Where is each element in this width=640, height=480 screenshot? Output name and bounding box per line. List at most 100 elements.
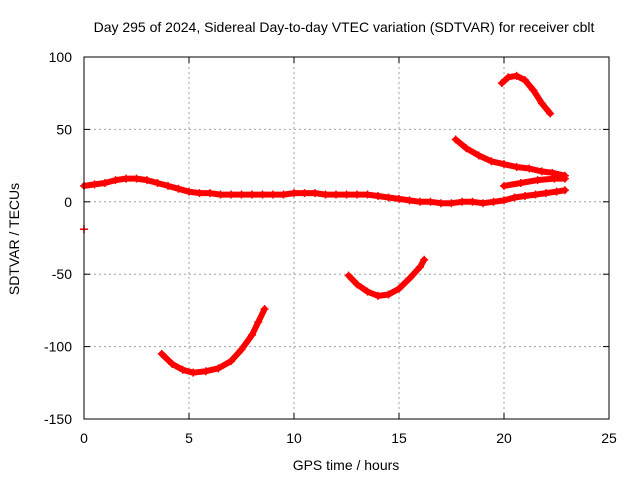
- data-point: [512, 163, 521, 172]
- data-point: [111, 176, 120, 185]
- x-tick-label: 20: [496, 430, 512, 446]
- series-main-band: [80, 174, 569, 208]
- y-axis-label: SDTVAR / TECUs: [6, 183, 22, 295]
- data-point: [363, 190, 372, 199]
- data-point: [227, 357, 235, 366]
- data-point: [416, 262, 424, 271]
- data-point: [462, 144, 471, 153]
- data-point: [279, 190, 288, 199]
- grid-layer: [84, 57, 609, 419]
- data-point: [451, 135, 460, 144]
- data-point: [254, 317, 263, 326]
- data-point: [290, 189, 298, 198]
- y-tick-label: 100: [49, 49, 73, 65]
- tick-layer: 0 5 10 15 20 25 -150 -100 -50 0 50 100: [44, 49, 617, 446]
- data-point: [560, 174, 569, 183]
- data-point: [332, 190, 340, 199]
- data-point: [321, 190, 330, 199]
- data-point: [101, 178, 109, 187]
- data-point: [537, 167, 546, 176]
- data-layer: [80, 71, 569, 377]
- data-point: [353, 190, 361, 199]
- data-point: [216, 190, 225, 199]
- chart-title: Day 295 of 2024, Sidereal Day-to-day VTE…: [94, 19, 595, 35]
- series-arc-low: [157, 304, 269, 377]
- data-point: [537, 99, 546, 108]
- data-point: [201, 367, 210, 376]
- data-point: [363, 287, 372, 296]
- x-tick-label: 0: [80, 430, 88, 446]
- data-point: [344, 271, 353, 280]
- series-crossing-segment: [500, 174, 569, 190]
- data-point: [237, 190, 246, 199]
- data-point: [168, 359, 177, 368]
- data-point: [164, 181, 172, 190]
- data-point: [374, 291, 382, 300]
- data-point: [420, 255, 429, 264]
- data-point: [185, 187, 193, 196]
- data-point: [214, 364, 223, 373]
- data-point: [248, 331, 256, 340]
- data-point: [342, 190, 351, 199]
- data-point: [405, 196, 414, 205]
- data-point: [195, 189, 204, 198]
- data-point: [504, 73, 513, 82]
- data-point: [516, 178, 525, 187]
- data-point: [521, 76, 529, 85]
- x-tick-label: 15: [391, 430, 407, 446]
- data-point: [458, 197, 466, 206]
- data-point: [533, 176, 542, 185]
- y-tick-label: -100: [44, 339, 72, 355]
- data-point: [437, 199, 445, 208]
- data-point: [269, 190, 277, 199]
- data-point: [560, 186, 569, 195]
- data-point: [500, 160, 508, 169]
- y-tick-label: 0: [64, 194, 72, 210]
- data-point: [206, 189, 214, 198]
- x-tick-label: 10: [286, 430, 302, 446]
- data-point: [525, 164, 534, 173]
- series-arc-mid: [344, 255, 429, 300]
- data-point: [510, 193, 519, 202]
- plot-frame: [83, 56, 610, 420]
- data-point: [474, 151, 483, 160]
- data-point: [546, 109, 555, 118]
- data-point: [237, 345, 246, 354]
- data-point: [531, 190, 540, 199]
- data-point: [122, 174, 130, 183]
- series-trace: [452, 136, 568, 179]
- data-point: [405, 274, 414, 283]
- data-point: [260, 304, 269, 313]
- data-point: [153, 178, 162, 187]
- data-point: [542, 189, 550, 198]
- data-point: [447, 199, 456, 208]
- data-point: [529, 86, 538, 95]
- data-point: [497, 79, 506, 88]
- x-tick-label: 5: [185, 430, 193, 446]
- series-upper-band: [451, 135, 569, 180]
- data-point: [384, 193, 393, 202]
- data-point: [521, 192, 529, 201]
- data-point: [174, 184, 183, 193]
- data-point: [90, 180, 99, 189]
- data-point: [500, 181, 508, 190]
- x-tick-label: 25: [601, 430, 617, 446]
- data-point: [552, 187, 561, 196]
- data-point: [227, 190, 235, 199]
- data-point: [132, 174, 141, 183]
- data-point: [512, 71, 521, 80]
- y-tick-label: -50: [52, 266, 72, 282]
- data-point: [548, 168, 557, 177]
- data-point: [374, 192, 382, 201]
- data-point: [157, 349, 166, 358]
- data-point: [395, 194, 403, 203]
- data-point: [550, 174, 559, 183]
- data-point: [487, 157, 496, 166]
- data-point: [143, 176, 151, 185]
- data-point: [300, 189, 309, 198]
- data-point: [353, 280, 361, 289]
- data-point: [416, 197, 424, 206]
- data-point: [395, 284, 403, 293]
- data-point: [500, 196, 508, 205]
- data-point: [258, 190, 267, 199]
